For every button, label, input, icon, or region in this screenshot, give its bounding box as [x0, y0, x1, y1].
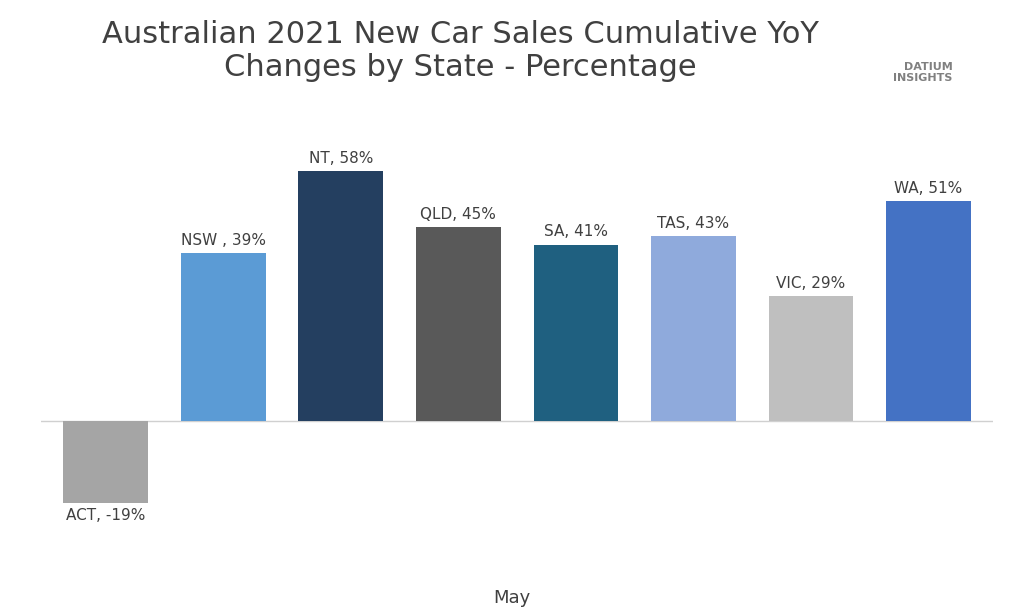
Text: NSW , 39%: NSW , 39%	[180, 233, 265, 248]
Text: WA, 51%: WA, 51%	[895, 181, 963, 197]
Bar	[416, 227, 501, 421]
Text: SA, 41%: SA, 41%	[544, 224, 608, 240]
Title: Australian 2021 New Car Sales Cumulative YoY
Changes by State - Percentage: Australian 2021 New Car Sales Cumulative…	[101, 20, 818, 82]
Bar	[651, 236, 736, 421]
Bar	[887, 201, 971, 421]
Bar	[769, 296, 853, 421]
Bar	[63, 421, 147, 503]
Text: VIC, 29%: VIC, 29%	[776, 276, 846, 291]
Text: ACT, -19%: ACT, -19%	[66, 508, 145, 524]
Text: NT, 58%: NT, 58%	[308, 151, 373, 166]
Bar	[534, 245, 618, 421]
Text: DATIUM
INSIGHTS: DATIUM INSIGHTS	[893, 62, 952, 83]
Text: May: May	[494, 588, 530, 607]
Bar	[181, 253, 265, 421]
Text: TAS, 43%: TAS, 43%	[657, 216, 729, 231]
Text: QLD, 45%: QLD, 45%	[421, 207, 497, 222]
Bar	[298, 171, 383, 421]
